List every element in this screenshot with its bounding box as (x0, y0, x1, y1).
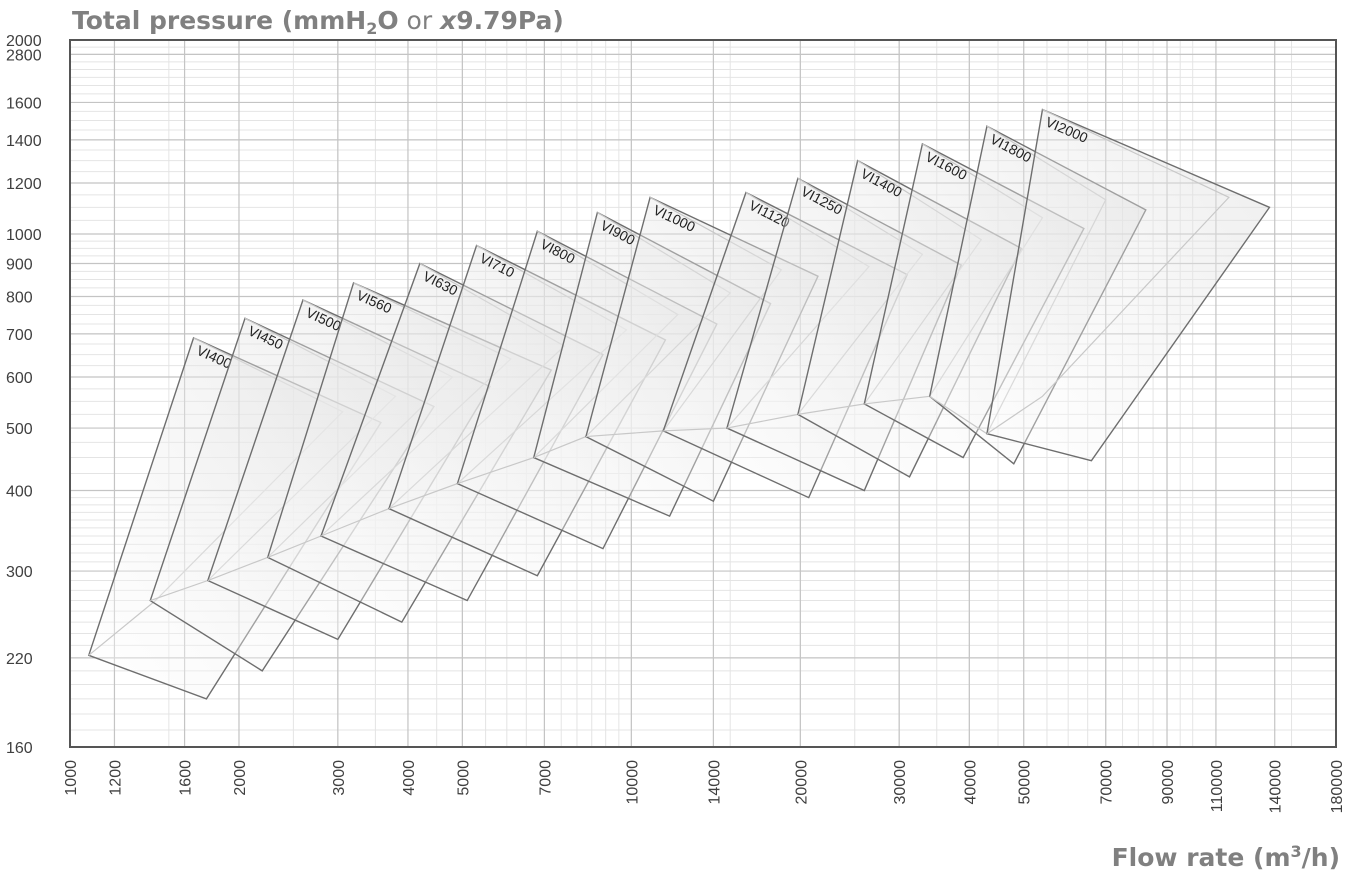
y-tick-label: 1600 (6, 95, 42, 112)
y-tick-label: 220 (6, 651, 33, 668)
x-tick-label: 1000 (63, 760, 80, 796)
x-tick-label: 2000 (232, 760, 249, 796)
x-tick-label: 70000 (1099, 760, 1116, 805)
x-tick-label: 50000 (1017, 760, 1034, 805)
y-tick-label: 160 (6, 740, 33, 757)
region-inner-boundary (986, 109, 1230, 435)
x-tick-label: 3000 (331, 760, 348, 796)
y-tick-label: 400 (6, 484, 33, 501)
x-tick-label: 1600 (178, 760, 195, 796)
y-axis-tick-labels: 160 220 300 400 500 600 700 800 900 1000 1200 1400 1… (6, 33, 42, 757)
x-axis-tick-labels: 1000 1200 1600 2000 3000 4000 5000 7000 10000 140… (63, 760, 1346, 813)
y-tick-label: 800 (6, 289, 33, 306)
y-tick-label: 500 (6, 421, 33, 438)
x-tick-label: 1200 (107, 760, 124, 796)
x-tick-label: 14000 (706, 760, 723, 805)
x-tick-label: 10000 (624, 760, 641, 805)
x-tick-label: 5000 (455, 760, 472, 796)
y-axis-title: Total pressure (mmH2O or x9.79Pa) (72, 6, 564, 38)
y-tick-label: 600 (6, 370, 33, 387)
y-tick-label: 2800 (6, 47, 42, 64)
y-tick-label: 1000 (6, 227, 42, 244)
y-tick-label: 1400 (6, 133, 42, 150)
y-tick-label: 900 (6, 257, 33, 274)
region-vi2000: VI2000 (986, 108, 1271, 462)
y-tick-label: 2000 (6, 33, 42, 50)
plot-area-frame (69, 39, 1337, 748)
y-tick-label: 1200 (6, 176, 42, 193)
x-tick-label: 40000 (962, 760, 979, 805)
x-tick-label: 180000 (1329, 760, 1346, 813)
x-axis-title: Flow rate (m3/h) (1112, 842, 1340, 871)
x-tick-label: 7000 (537, 760, 554, 796)
region-outline (986, 108, 1271, 462)
x-tick-label: 30000 (892, 760, 909, 805)
x-tick-label: 140000 (1268, 760, 1285, 813)
x-tick-label: 4000 (401, 760, 418, 796)
x-tick-label: 90000 (1160, 760, 1177, 805)
x-tick-label: 20000 (793, 760, 810, 805)
y-tick-label: 700 (6, 327, 33, 344)
x-tick-label: 110000 (1209, 760, 1226, 812)
y-tick-label: 300 (6, 564, 33, 581)
